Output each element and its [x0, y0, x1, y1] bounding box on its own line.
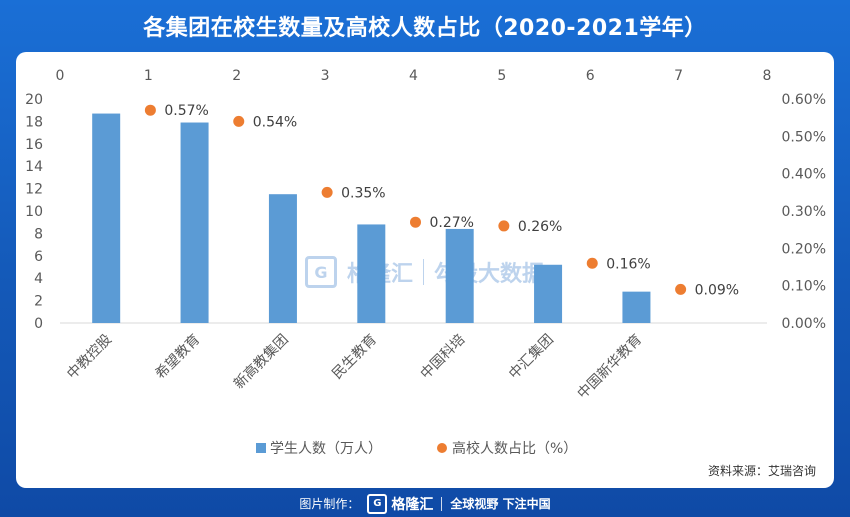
left-axis-tick: 8 [34, 226, 43, 242]
left-axis-tick: 10 [25, 204, 43, 220]
dot-label: 0.16% [606, 256, 650, 272]
right-axis-tick: 0.60% [782, 92, 826, 108]
top-axis-tick: 0 [56, 68, 65, 84]
dot-label: 0.57% [164, 103, 208, 119]
category-label: 希望教育 [152, 332, 203, 383]
dot-2 [233, 115, 245, 127]
left-axis-tick: 12 [25, 182, 43, 198]
chart-title: 各集团在校生数量及高校人数占比（2020-2021学年） [143, 16, 707, 41]
bar-6 [534, 264, 563, 323]
left-axis-tick: 4 [34, 271, 43, 287]
right-axis-tick: 0.10% [782, 279, 826, 295]
dot-1 [144, 104, 156, 116]
right-axis-tick: 0.40% [782, 167, 826, 183]
legend-bar-label: 学生人数（万人） [270, 441, 382, 457]
footer: 图片制作： G 格隆汇 全球视野 下注中国 [0, 490, 850, 517]
dot-7 [675, 283, 687, 295]
bar-5 [445, 228, 474, 323]
left-axis-tick: 6 [34, 249, 43, 265]
legend-dot-swatch [437, 443, 447, 453]
top-axis-tick: 1 [144, 68, 153, 84]
watermark-separator [423, 259, 425, 285]
footer-separator [441, 496, 443, 511]
left-axis-tick: 0 [34, 316, 43, 332]
dot-6 [586, 257, 598, 269]
category-label: 中汇集团 [505, 331, 557, 383]
chart-panel [16, 52, 834, 488]
dot-4 [410, 216, 421, 228]
category-label: 新高教集团 [230, 331, 292, 393]
top-axis-tick: 2 [232, 68, 241, 84]
category-label: 中教控股 [64, 332, 115, 383]
dot-5 [498, 220, 510, 232]
footer-slogan: 全球视野 下注中国 [450, 497, 551, 511]
category-label: 民生教育 [329, 332, 380, 383]
dot-label: 0.35% [341, 185, 385, 201]
top-axis-tick: 8 [763, 68, 772, 84]
dot-label: 0.54% [253, 114, 297, 130]
category-label: 中国科培 [418, 332, 469, 383]
right-axis-tick: 0.50% [782, 129, 826, 145]
left-axis-tick: 2 [34, 294, 43, 310]
dot-label: 0.27% [430, 215, 474, 231]
top-axis-tick: 3 [321, 68, 330, 84]
source-note: 资料来源：艾瑞咨询 [707, 464, 816, 478]
left-axis-tick: 14 [25, 159, 43, 175]
bar-4 [357, 224, 386, 323]
footer-logo: G 格隆汇 [367, 493, 434, 514]
footer-made-by: 图片制作： [299, 497, 360, 511]
footer-brand: 格隆汇 [391, 496, 434, 513]
right-axis-tick: 0.20% [782, 241, 826, 257]
left-axis-tick: 18 [25, 114, 43, 130]
top-axis-tick: 5 [497, 68, 506, 84]
bar-7 [622, 291, 651, 323]
top-axis-tick: 6 [586, 68, 595, 84]
top-axis-tick: 7 [674, 68, 683, 84]
dot-label: 0.09% [695, 282, 739, 298]
left-axis-tick: 20 [25, 92, 43, 108]
legend-bar-swatch [256, 443, 266, 453]
bar-2 [180, 122, 209, 324]
bar-1 [92, 113, 121, 323]
category-label: 中国新华教育 [575, 332, 646, 403]
dot-3 [321, 186, 333, 198]
footer-logo-icon: G [367, 493, 388, 514]
right-axis-tick: 0.00% [782, 316, 826, 332]
right-axis-tick: 0.30% [782, 204, 826, 220]
chart-svg: 0 1 2 3 4 5 6 7 8024681012141618200.00%0.10%0.20… [25, 68, 826, 457]
bar-3 [268, 194, 297, 323]
left-axis-tick: 16 [25, 137, 43, 153]
legend-dot-label: 高校人数占比（%） [452, 440, 577, 457]
top-axis-tick: 4 [409, 68, 418, 84]
watermark-logo-icon: G [305, 256, 337, 288]
dot-label: 0.26% [518, 219, 562, 235]
